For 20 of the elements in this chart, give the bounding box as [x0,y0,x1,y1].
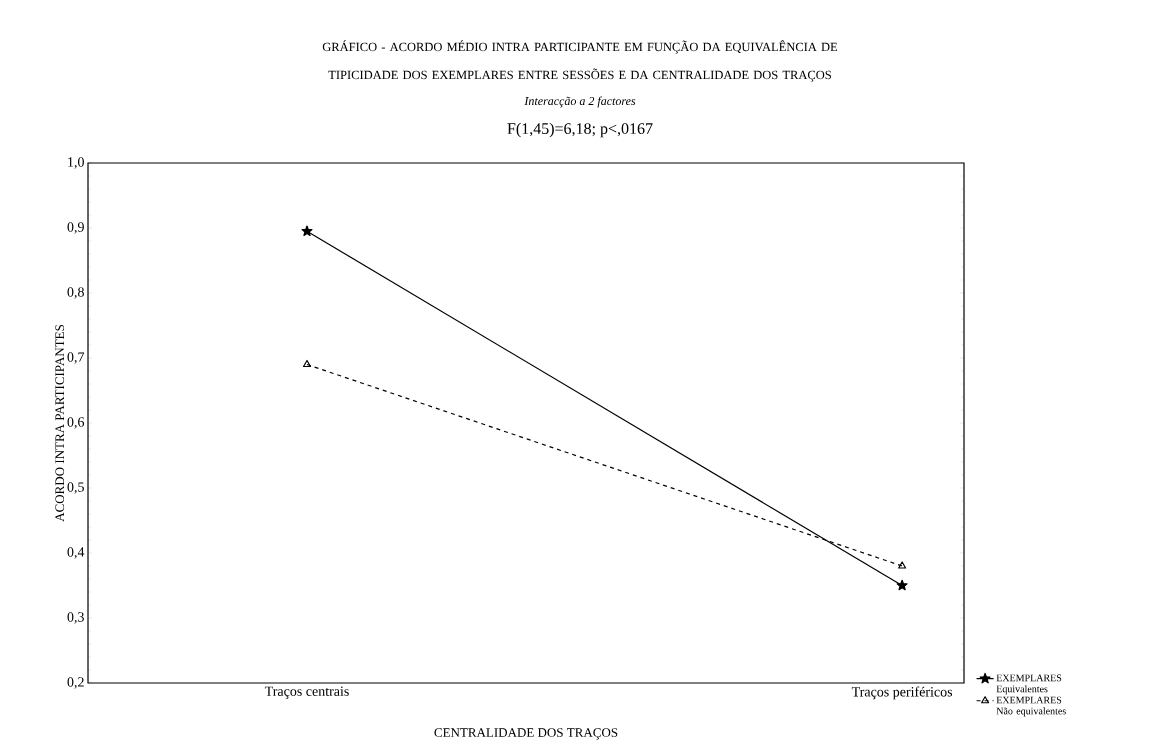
chart-title: GRÁFICO - ACORDO MÉDIO INTRA PARTICIPANTE EM FUNÇÃO DA EQUIVALÊNCIA DE TIPICIDADE DOS EXEMPLARES ENTRE SESSÕES E DA CENTRALIDADE DOS TRAÇOS [322,40,838,82]
y-tick-label: 0,4 [67,547,85,559]
legend-label: EXEMPLARES Não equivalentes [996,696,1066,717]
y-tick-label: 0,5 [67,482,84,494]
y-tick-label: 0,7 [67,352,85,364]
x-tick-label: Traços periféricos [851,686,953,700]
point [301,225,313,237]
y-tick-label: 0,6 [67,417,85,429]
x-tick-label: Traços centrais [264,686,349,699]
y-tick-label: 0,9 [67,222,84,234]
text: F(1,45)=6,18; p<,0167 [507,122,653,138]
point [896,579,908,591]
y-axis-title: ACORDO INTRA PARTICIPANTES [55,325,65,522]
y-tick-label: 0,3 [67,612,84,624]
y-tick-label: 0,8 [67,287,84,299]
x-axis-title: CENTRALIDADE DOS TRAÇOS [434,728,618,740]
y-tick-label: 1,0 [68,157,84,169]
chart-subtitle: Interacção a 2 factores [524,96,636,108]
legend-label: EXEMPLARES Equivalentes [996,674,1062,695]
y-tick-label: 0,2 [67,677,84,689]
